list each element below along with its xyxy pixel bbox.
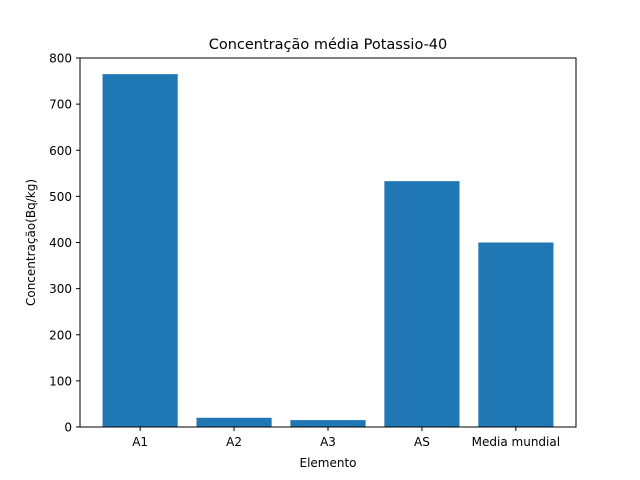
axes-frame [79, 57, 577, 428]
y-tick-label: 100 [49, 374, 72, 388]
x-tick-label: A2 [226, 435, 242, 449]
x-axis-ticks: A1 A2 A3 AS Media mundial [132, 427, 560, 449]
bar-a3 [290, 420, 366, 427]
bars-group [102, 74, 554, 428]
x-tick-label: A3 [320, 435, 336, 449]
y-tick-label: 300 [49, 282, 72, 296]
y-tick-label: 500 [49, 190, 72, 204]
x-axis-label: Elemento [299, 456, 356, 470]
chart-title: Concentração média Potassio-40 [209, 37, 448, 53]
y-tick-label: 200 [49, 328, 72, 342]
y-tick-label: 400 [49, 236, 72, 250]
bar-as [384, 181, 460, 427]
y-tick-label: 700 [49, 98, 72, 112]
x-tick-label: AS [414, 435, 430, 449]
bar-a2 [196, 417, 272, 427]
y-axis-label: Concentração(Bq/kg) [24, 179, 38, 306]
y-tick-label: 800 [49, 52, 72, 66]
bar-media-mundial [478, 242, 554, 427]
bar-a1 [102, 74, 178, 428]
y-axis-ticks: 0 100 200 300 400 500 600 700 800 [49, 52, 80, 435]
y-tick-label: 600 [49, 144, 72, 158]
y-tick-label: 0 [64, 421, 72, 435]
x-tick-label: Media mundial [472, 435, 560, 449]
x-tick-label: A1 [132, 435, 148, 449]
